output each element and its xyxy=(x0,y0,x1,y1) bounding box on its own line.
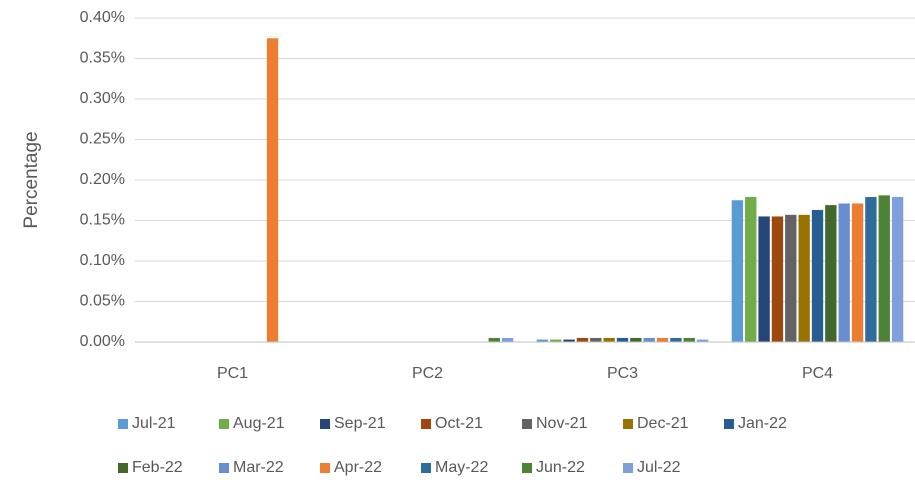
bar xyxy=(785,214,797,342)
bar xyxy=(550,339,562,342)
bar xyxy=(576,337,589,342)
legend-label: Jul-22 xyxy=(637,459,681,476)
bar xyxy=(266,38,279,342)
legend-swatch xyxy=(522,463,532,473)
legend-swatch xyxy=(118,463,128,473)
legend-swatch xyxy=(724,419,734,429)
x-tick-label: PC3 xyxy=(607,365,638,382)
bar xyxy=(758,216,770,342)
legend-swatch xyxy=(219,419,229,429)
legend-swatch xyxy=(320,419,330,429)
legend-label: Jun-22 xyxy=(536,459,585,476)
legend-swatch xyxy=(118,419,128,429)
y-tick-label: 0.25% xyxy=(80,131,125,148)
legend-label: Feb-22 xyxy=(132,459,183,476)
x-tick-label: PC1 xyxy=(217,365,248,382)
bar xyxy=(891,197,904,342)
bar xyxy=(838,203,850,342)
legend-label: Aug-21 xyxy=(233,415,285,432)
legend-label: Nov-21 xyxy=(536,415,588,432)
y-tick-label: 0.10% xyxy=(80,252,125,269)
x-tick-label: PC2 xyxy=(412,365,443,382)
legend-label: Dec-21 xyxy=(637,415,689,432)
bar xyxy=(731,200,744,342)
legend-swatch xyxy=(421,419,431,429)
legend-swatch xyxy=(623,463,633,473)
bar xyxy=(501,337,514,342)
bar xyxy=(811,209,824,342)
legend-swatch xyxy=(522,419,532,429)
y-tick-label: 0.20% xyxy=(80,171,125,188)
legend-swatch xyxy=(623,419,633,429)
legend-label: May-22 xyxy=(435,459,488,476)
bar xyxy=(851,203,864,342)
bar xyxy=(590,337,602,342)
bar xyxy=(683,337,695,342)
y-tick-label: 0.30% xyxy=(80,90,125,107)
legend-label: Mar-22 xyxy=(233,459,284,476)
bar xyxy=(536,339,549,342)
bar xyxy=(616,337,629,342)
x-tick-label: PC4 xyxy=(802,365,833,382)
legend-swatch xyxy=(421,463,431,473)
legend-label: Oct-21 xyxy=(435,415,483,432)
bar xyxy=(643,337,655,342)
legend-swatch xyxy=(219,463,229,473)
legend-label: Jan-22 xyxy=(738,415,787,432)
y-tick-label: 0.15% xyxy=(80,212,125,229)
bar xyxy=(745,197,757,342)
bar xyxy=(771,216,784,342)
bar xyxy=(865,197,877,342)
bar xyxy=(670,337,682,342)
y-tick-label: 0.35% xyxy=(80,50,125,67)
bar xyxy=(488,337,500,342)
legend-label: Apr-22 xyxy=(334,459,382,476)
legend-swatch xyxy=(320,463,330,473)
bar xyxy=(630,337,642,342)
bar xyxy=(563,339,575,342)
bar xyxy=(603,337,615,342)
y-tick-label: 0.00% xyxy=(80,333,125,350)
legend-label: Jul-21 xyxy=(132,415,176,432)
y-tick-label: 0.40% xyxy=(80,9,125,26)
bar xyxy=(825,205,837,342)
legend-label: Sep-21 xyxy=(334,415,386,432)
bar xyxy=(798,214,810,342)
bar xyxy=(656,337,669,342)
y-axis-label: Percentage xyxy=(21,131,42,228)
y-tick-label: 0.05% xyxy=(80,293,125,310)
bar xyxy=(696,339,709,342)
bar xyxy=(878,195,890,342)
